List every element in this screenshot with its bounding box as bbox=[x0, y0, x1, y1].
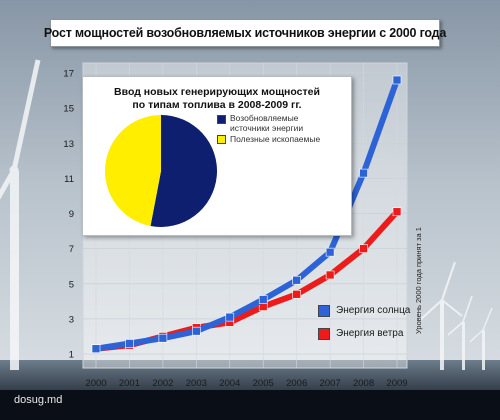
data-point-solar bbox=[91, 344, 101, 354]
x-tick-label: 2002 bbox=[152, 378, 173, 389]
pie-inset: Ввод новых генерирующих мощностей по тип… bbox=[82, 76, 352, 236]
legend-label-wind: Энергия ветра bbox=[336, 328, 404, 339]
y-tick-label: 15 bbox=[63, 104, 74, 115]
data-point-wind bbox=[325, 270, 335, 280]
legend-swatch-renewable bbox=[217, 115, 226, 124]
data-point-solar bbox=[359, 168, 368, 178]
legend-label-renewable: Возобновляемые источники энергии bbox=[230, 113, 304, 133]
data-point-solar bbox=[125, 339, 134, 348]
x-tick-label: 2003 bbox=[186, 378, 207, 389]
y-tick-label: 17 bbox=[63, 69, 74, 80]
data-point-solar bbox=[292, 275, 301, 285]
pie-title: Ввод новых генерирующих мощностей по тип… bbox=[114, 86, 320, 111]
data-point-solar bbox=[225, 312, 235, 322]
axis-note: Уровень 2000 года принят за 1 bbox=[414, 227, 423, 334]
legend-swatch-wind bbox=[318, 328, 330, 340]
x-tick-label: 2001 bbox=[119, 378, 140, 389]
data-point-wind bbox=[392, 207, 402, 217]
data-point-wind bbox=[359, 244, 368, 253]
y-tick-label: 11 bbox=[64, 174, 74, 185]
data-point-solar bbox=[192, 326, 201, 336]
y-tick-label: 3 bbox=[69, 314, 74, 325]
data-point-solar bbox=[258, 295, 268, 304]
y-tick-label: 13 bbox=[63, 139, 74, 150]
x-tick-label: 2007 bbox=[320, 378, 341, 389]
x-tick-label: 2000 bbox=[85, 378, 106, 389]
chart-title-box: Рост мощностей возобновляемых источников… bbox=[44, 19, 446, 47]
pie-slice-renewable bbox=[150, 115, 217, 227]
x-tick-label: 2008 bbox=[353, 378, 374, 389]
legend-swatch-fossil bbox=[217, 135, 226, 144]
y-tick-label: 5 bbox=[69, 279, 74, 290]
legend-label-fossil: Полезные ископаемые bbox=[230, 134, 321, 144]
data-point-solar bbox=[158, 333, 168, 343]
chart-title: Рост мощностей возобновляемых источников… bbox=[43, 26, 447, 40]
data-point-solar bbox=[392, 75, 402, 85]
x-tick-label: 2004 bbox=[219, 378, 240, 389]
x-tick-label: 2006 bbox=[286, 378, 307, 389]
data-point-wind bbox=[292, 289, 301, 299]
x-tick-label: 2005 bbox=[253, 378, 274, 389]
y-tick-label: 7 bbox=[69, 244, 74, 255]
site-label: dosug.md bbox=[14, 394, 63, 406]
footer-bar bbox=[0, 390, 500, 420]
x-tick-label: 2009 bbox=[386, 378, 407, 389]
pie-chart bbox=[104, 115, 217, 227]
data-point-solar bbox=[325, 247, 335, 257]
y-tick-label: 1 bbox=[69, 350, 74, 361]
legend-swatch-solar bbox=[318, 305, 330, 317]
pie-slice-fossil bbox=[104, 115, 161, 227]
legend-label-solar: Энергия солнца bbox=[336, 305, 411, 316]
y-tick-label: 9 bbox=[69, 209, 74, 220]
